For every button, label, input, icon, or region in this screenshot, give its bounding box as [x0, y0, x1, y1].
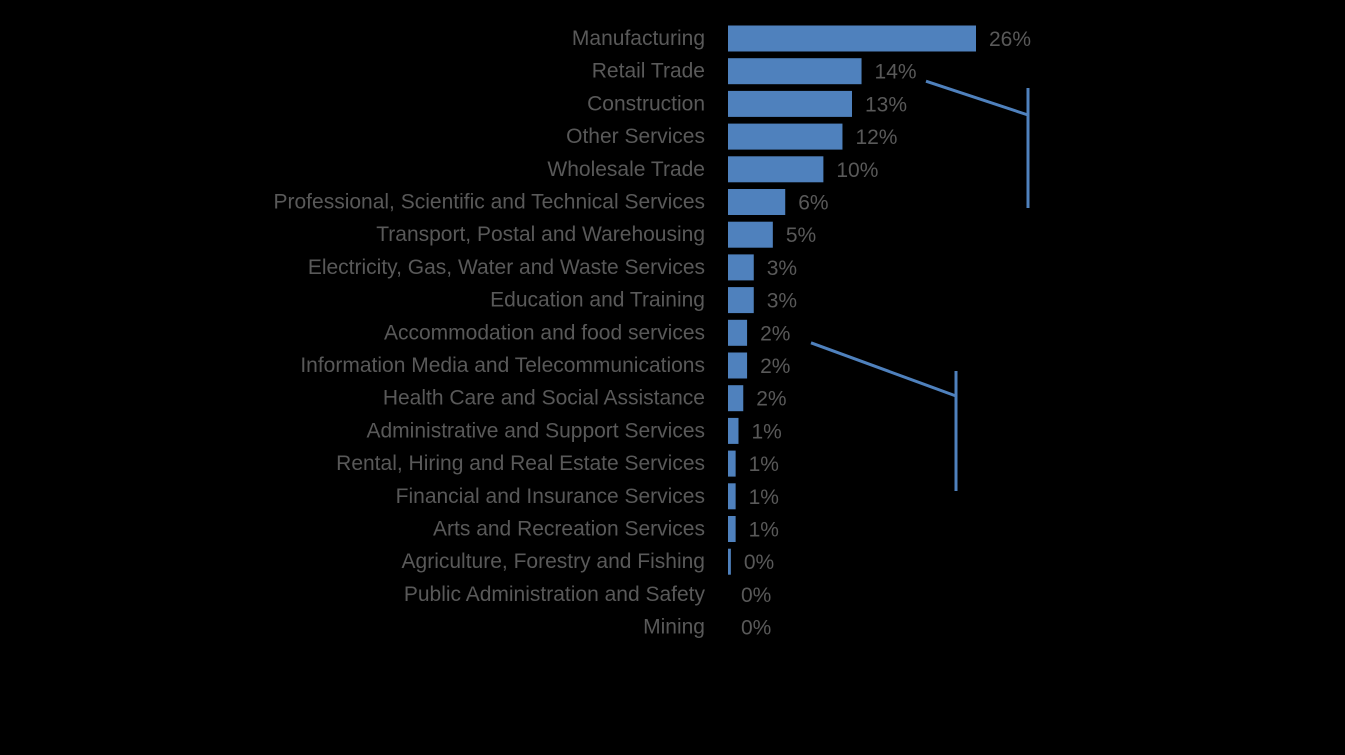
bar: [728, 156, 824, 183]
category-label: Public Administration and Safety: [404, 583, 706, 606]
data-label: 12%: [855, 126, 897, 149]
data-label: 1%: [749, 519, 779, 542]
annotations: [810, 79, 1030, 491]
data-label: 2%: [756, 388, 786, 411]
category-label: Manufacturing: [572, 27, 705, 50]
bar: [728, 25, 976, 52]
category-label: Construction: [587, 92, 705, 115]
data-label: 13%: [865, 93, 907, 116]
data-label: 0%: [741, 617, 771, 640]
data-label: 3%: [767, 257, 797, 280]
data-label: 5%: [786, 224, 816, 247]
bracket-connector: [925, 79, 1029, 117]
bar: [728, 123, 843, 150]
bar: [728, 189, 786, 215]
data-labels: 26% 14% 13% 12% 10% 6% 5% 3% 3% 2% 2% 2% 1% 1% 1% 1% 0% 0…: [741, 28, 1031, 640]
category-label: Administrative and Support Services: [367, 419, 706, 442]
data-label: 14%: [875, 61, 917, 84]
bar: [728, 254, 754, 281]
bracket-connector: [810, 341, 957, 398]
bar: [728, 221, 773, 248]
category-label: Rental, Hiring and Real Estate Services: [336, 452, 705, 475]
category-label: Retail Trade: [592, 60, 705, 83]
category-label: Mining: [643, 616, 705, 639]
data-label: 2%: [760, 322, 790, 345]
data-label: 26%: [989, 28, 1031, 51]
bar: [728, 417, 739, 444]
category-label: Professional, Scientific and Technical S…: [274, 191, 706, 214]
bar: [728, 516, 736, 542]
category-label: Health Care and Social Assistance: [383, 387, 705, 410]
data-label: 3%: [767, 290, 797, 313]
category-label: Financial and Insurance Services: [396, 485, 705, 508]
category-label: Information Media and Telecommunications: [300, 354, 705, 377]
data-label: 6%: [798, 192, 828, 215]
category-label: Education and Training: [490, 289, 705, 312]
data-label: 1%: [749, 453, 779, 476]
category-label: Arts and Recreation Services: [433, 518, 705, 541]
data-label: 0%: [741, 584, 771, 607]
bar: [728, 450, 736, 477]
category-label: Other Services: [566, 125, 705, 148]
bars: [728, 25, 976, 575]
bar: [728, 483, 736, 510]
category-label: Agriculture, Forestry and Fishing: [402, 550, 705, 573]
data-label: 1%: [749, 486, 779, 509]
bar: [728, 385, 744, 412]
data-label: 1%: [751, 420, 781, 443]
bar: [728, 90, 852, 117]
bar: [728, 319, 748, 346]
bar: [728, 287, 754, 314]
category-label: Electricity, Gas, Water and Waste Servic…: [308, 256, 705, 279]
data-label: 0%: [744, 551, 774, 574]
bar: [728, 352, 748, 379]
category-label: Wholesale Trade: [547, 158, 705, 181]
category-label: Accommodation and food services: [384, 321, 705, 344]
bar: [728, 548, 731, 575]
category-labels: Manufacturing Retail Trade Construction Oth…: [274, 27, 706, 639]
bar: [728, 58, 862, 85]
category-label: Transport, Postal and Warehousing: [376, 223, 705, 246]
data-label: 10%: [836, 159, 878, 182]
data-label: 2%: [760, 355, 790, 378]
